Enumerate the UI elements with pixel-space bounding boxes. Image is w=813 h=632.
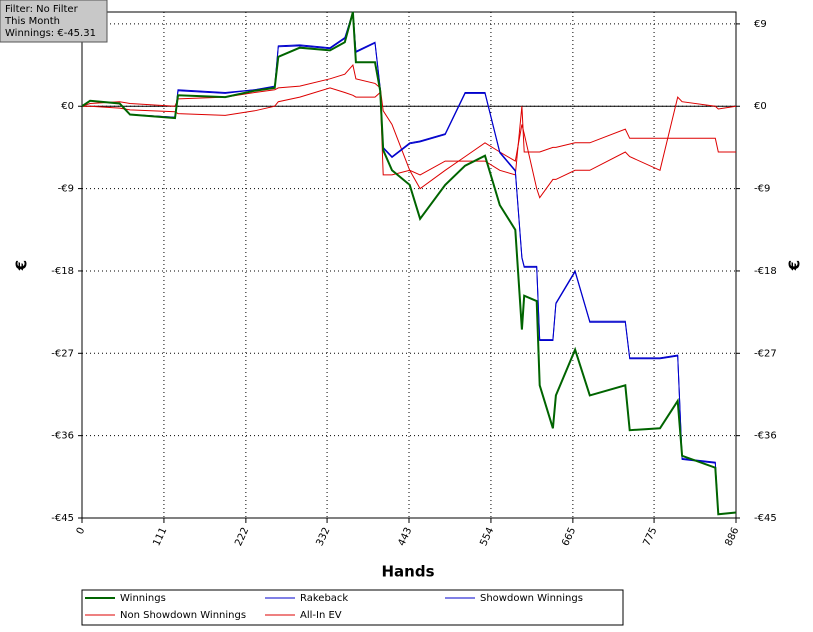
legend-box <box>81 589 624 626</box>
series-line <box>82 87 736 176</box>
y-tick-label: -€45 <box>51 513 74 524</box>
y-tick-label: -€36 <box>51 431 74 442</box>
y2-tick-label: -€36 <box>754 431 777 442</box>
y2-tick-label: -€9 <box>754 184 770 195</box>
y2-tick-label: €0 <box>754 101 767 112</box>
legend-label: Rakeback <box>300 593 348 604</box>
y2-tick-label: -€27 <box>754 348 777 359</box>
y2-tick-label: €9 <box>754 19 767 30</box>
filter-box <box>0 0 108 43</box>
y2-tick-label: -€18 <box>754 266 777 277</box>
y-axis-label: € <box>13 260 31 271</box>
plot: €9€9€0€0-€9-€9-€18-€18-€27-€27-€36-€36-€… <box>51 11 777 548</box>
legend-label: Showdown Winnings <box>480 593 583 604</box>
legend-label: Winnings <box>120 593 166 604</box>
legend-label: All-In EV <box>300 610 342 621</box>
filter-text: Filter: No Filter <box>5 4 79 15</box>
y2-tick-label: -€45 <box>754 513 777 524</box>
y2-axis-label: € <box>786 260 804 271</box>
x-axis-label: Hands <box>381 563 434 581</box>
filter-text: Winnings: €-45.31 <box>5 28 96 39</box>
series-line <box>81 11 737 516</box>
legend-label: Non Showdown Winnings <box>120 610 246 621</box>
x-tick-label: 0 <box>75 526 88 536</box>
y-tick-label: -€9 <box>58 184 74 195</box>
y-tick-label: €0 <box>61 101 74 112</box>
series-line <box>81 11 737 515</box>
y-tick-label: -€27 <box>51 348 74 359</box>
filter-text: This Month <box>4 16 60 27</box>
y-tick-label: -€18 <box>51 266 74 277</box>
series-line <box>81 64 737 199</box>
